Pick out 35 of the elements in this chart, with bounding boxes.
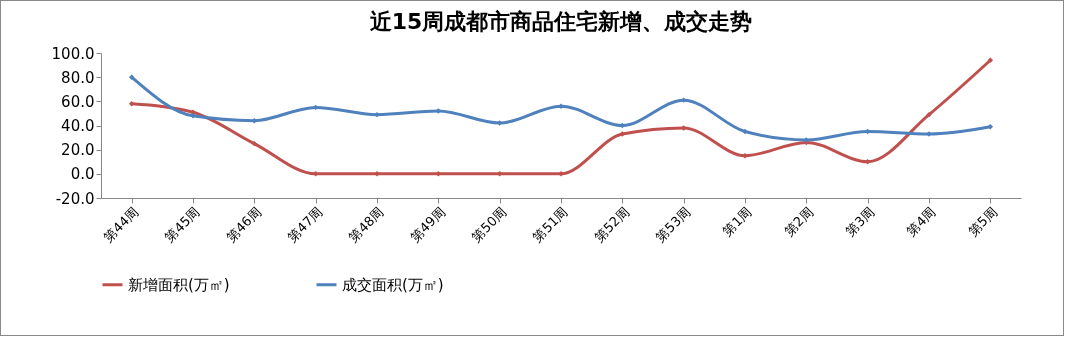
point <box>312 104 319 111</box>
point <box>987 57 994 63</box>
x-tick-label: 第45周 <box>162 204 203 245</box>
y-tick-label: 60.0 <box>61 92 95 111</box>
x-tick-label: 第4周 <box>903 204 939 239</box>
y-tick-label: 40.0 <box>61 117 95 135</box>
point <box>251 140 258 147</box>
x-tick-label: 第46周 <box>223 204 265 245</box>
x-tick-label: 第5周 <box>965 204 1001 239</box>
x-tick-label: 第48周 <box>346 204 387 245</box>
point <box>926 111 932 118</box>
x-tick-label: 第44周 <box>100 204 142 245</box>
y-tick-label: 20.0 <box>61 141 95 160</box>
x-tick-label: 第3周 <box>842 204 878 239</box>
x-tick-label: 第47周 <box>284 204 326 245</box>
y-tick-label: 0.0 <box>70 165 95 184</box>
x-tick-label: 第53周 <box>652 204 694 245</box>
x-tick-label: 第50周 <box>468 204 510 245</box>
x-tick-label: 第52周 <box>591 204 633 245</box>
x-tick-label: 第2周 <box>781 204 817 239</box>
point <box>128 101 135 107</box>
y-tick-label: 80.0 <box>61 68 95 87</box>
x-tick-label: 第49周 <box>407 204 449 245</box>
y-tick-label: 100.0 <box>51 44 95 63</box>
chart-title: 近15周成都市商品住宅新增、成交走势 <box>368 9 753 34</box>
point <box>742 128 748 135</box>
y-tick-label: -20.0 <box>55 189 95 208</box>
legend-label: 成交面积(万㎡) <box>342 275 444 294</box>
x-tick-label: 第1周 <box>719 204 755 239</box>
x-tick-label: 第51周 <box>530 204 571 245</box>
point <box>374 111 380 118</box>
point <box>128 74 135 80</box>
point <box>742 152 748 159</box>
point <box>987 123 994 130</box>
legend-label: 新增面积(万㎡) <box>128 275 230 294</box>
